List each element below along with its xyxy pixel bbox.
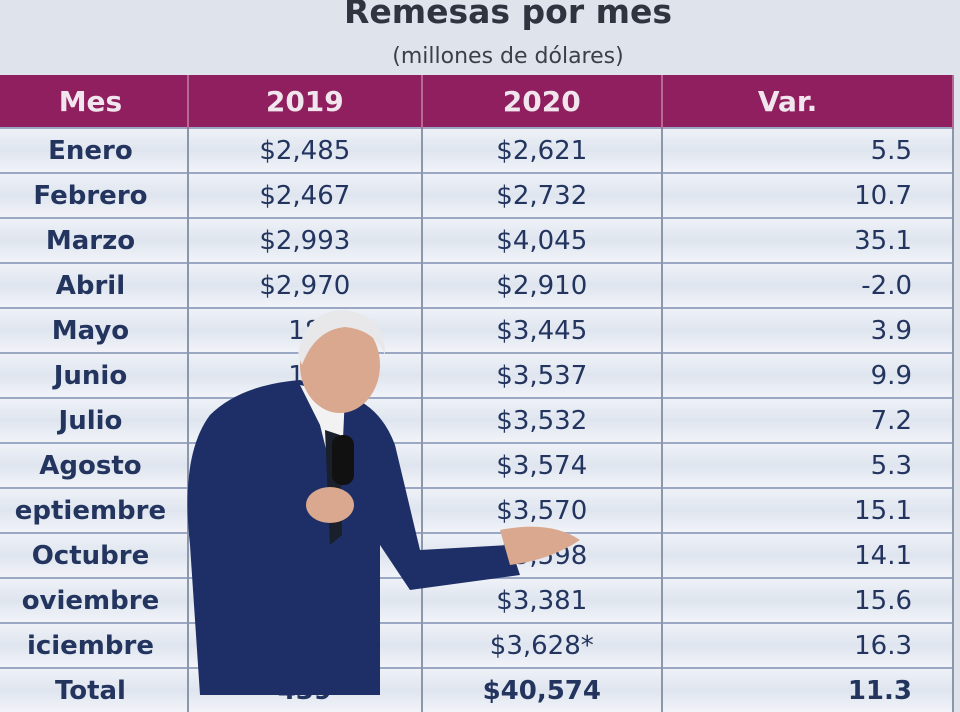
cell-month: Febrero	[0, 172, 189, 218]
cell-month: Junio	[0, 352, 189, 398]
header-2019: 2019	[187, 75, 423, 128]
cell-value-2020: $2,621	[421, 127, 663, 173]
header-mes: Mes	[0, 75, 189, 128]
cell-variation: 15.1	[661, 487, 955, 533]
cell-value-2020: $3,570	[421, 487, 663, 533]
cell-month: Enero	[0, 127, 189, 173]
slide-subtitle: (millones de dólares)	[392, 44, 624, 69]
cell-variation: 11.3	[661, 667, 955, 712]
cell-month: Abril	[0, 262, 189, 308]
cell-variation: 5.3	[661, 442, 955, 488]
table-row: Mayo 18 $3,445 3.9	[0, 307, 955, 353]
cell-value-2020: $2,910	[421, 262, 663, 308]
cell-variation: 5.5	[661, 127, 955, 173]
table-row: Enero $2,485 $2,621 5.5	[0, 127, 955, 173]
cell-variation: 7.2	[661, 397, 955, 443]
cell-month: iciembre	[0, 622, 189, 668]
cell-variation: 35.1	[661, 217, 955, 263]
cell-variation: 16.3	[661, 622, 955, 668]
slide-title: Remesas por mes	[343, 0, 673, 31]
cell-month: Mayo	[0, 307, 189, 353]
cell-value-2020: $3,537	[421, 352, 663, 398]
cell-variation: 15.6	[661, 577, 955, 623]
cell-month: Total	[0, 667, 189, 712]
table-header: Mes 2019 2020 Var.	[0, 75, 955, 128]
cell-value-2020: $4,045	[421, 217, 663, 263]
cell-month: Agosto	[0, 442, 189, 488]
cell-value-2020: $3,574	[421, 442, 663, 488]
cell-value-2019: $2,993	[187, 217, 423, 263]
cell-value-2020: $3,445	[421, 307, 663, 353]
cell-value-2019: $2,467	[187, 172, 423, 218]
cell-variation: 10.7	[661, 172, 955, 218]
cell-value-2020: $2,732	[421, 172, 663, 218]
cell-variation: 14.1	[661, 532, 955, 578]
cell-value-2019: $2,485	[187, 127, 423, 173]
cell-value-2019: $2,970	[187, 262, 423, 308]
table-row: Marzo $2,993 $4,045 35.1	[0, 217, 955, 263]
cell-month: Octubre	[0, 532, 189, 578]
cell-variation: 3.9	[661, 307, 955, 353]
presenter	[187, 310, 580, 695]
cell-month: eptiembre	[0, 487, 189, 533]
cell-month: Marzo	[0, 217, 189, 263]
cell-month: Julio	[0, 397, 189, 443]
header-var: Var.	[661, 75, 955, 128]
cell-variation: 9.9	[661, 352, 955, 398]
cell-variation: -2.0	[661, 262, 955, 308]
header-2020: 2020	[421, 75, 663, 128]
cell-value-2020: $3,628*	[421, 622, 663, 668]
cell-value-2020: $3,381	[421, 577, 663, 623]
table-row: Febrero $2,467 $2,732 10.7	[0, 172, 955, 218]
table-row: Abril $2,970 $2,910 -2.0	[0, 262, 955, 308]
cell-value-2020: $3,532	[421, 397, 663, 443]
table-row: iciembre19$3,628*16.3	[0, 622, 955, 668]
cell-month: oviembre	[0, 577, 189, 623]
